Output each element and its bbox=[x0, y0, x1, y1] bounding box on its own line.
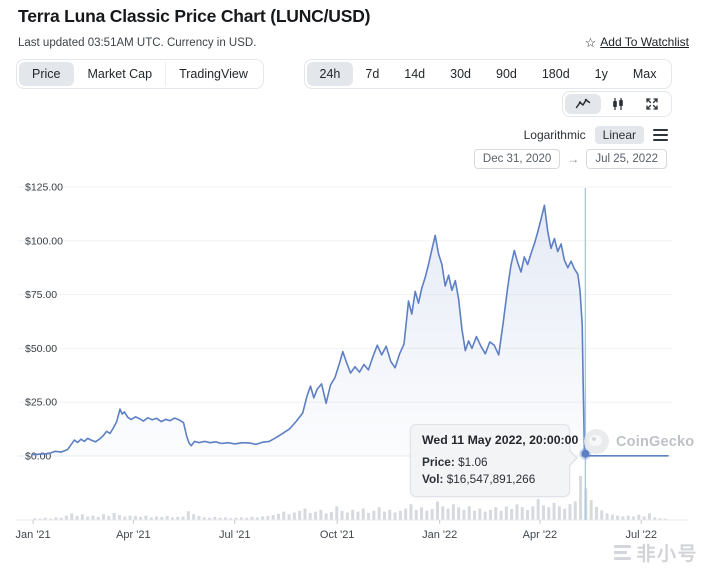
x-tick-label: Jan '22 bbox=[422, 529, 457, 541]
volume-bars bbox=[33, 476, 667, 520]
last-updated-text: Last updated 03:51AM UTC. Currency in US… bbox=[18, 37, 257, 49]
menu-icon[interactable] bbox=[653, 127, 668, 144]
date-range-row: Dec 31, 2020 → Jul 25, 2022 bbox=[473, 149, 667, 169]
site-logo-icon bbox=[614, 544, 632, 561]
range-14d[interactable]: 14d bbox=[404, 67, 426, 81]
range-7d[interactable]: 7d bbox=[365, 67, 380, 81]
star-icon: ☆ bbox=[584, 34, 597, 50]
date-to-input[interactable]: Jul 25, 2022 bbox=[586, 149, 667, 169]
x-tick-label: Jan '21 bbox=[16, 529, 51, 541]
range-180d[interactable]: 180d bbox=[541, 67, 570, 81]
add-to-watchlist-button[interactable]: ☆ Add To Watchlist bbox=[585, 35, 689, 49]
y-tick-label: $75.00 bbox=[25, 289, 57, 301]
coingecko-watermark-text: CoinGecko bbox=[616, 433, 695, 450]
candlestick-button[interactable] bbox=[601, 94, 635, 114]
chart-tooltip: Wed 11 May 2022, 20:00:00 Price: $1.06 V… bbox=[410, 424, 579, 498]
date-from-input[interactable]: Dec 31, 2020 bbox=[473, 149, 561, 169]
range-24h[interactable]: 24h bbox=[307, 62, 353, 86]
line-chart-button[interactable] bbox=[565, 94, 601, 114]
y-tick-label: $125.00 bbox=[25, 182, 63, 194]
y-tick-label: $25.00 bbox=[25, 397, 57, 409]
fullscreen-icon bbox=[646, 98, 658, 110]
y-axis-labels: $0.00 $25.00 $50.00 $75.00 $100.00 $125.00 bbox=[25, 182, 63, 463]
range-max[interactable]: Max bbox=[632, 67, 657, 81]
line-chart-icon bbox=[575, 98, 591, 109]
x-tick-label: Oct '21 bbox=[320, 529, 355, 541]
coingecko-watermark: CoinGecko bbox=[584, 429, 694, 454]
price-area-fill bbox=[32, 205, 668, 456]
x-axis-labels: Jan '21 Apr '21 Jul '21 Oct '21 Jan '22 Apr '… bbox=[16, 520, 657, 541]
tooltip-price: Price: $1.06 bbox=[422, 455, 488, 469]
tab-tradingview[interactable]: TradingView bbox=[179, 67, 248, 81]
candlestick-icon bbox=[613, 98, 623, 110]
metric-tab-group: Price Market Cap TradingView bbox=[16, 59, 264, 89]
page-title: Terra Luna Classic Price Chart (LUNC/USD… bbox=[18, 6, 371, 26]
range-30d[interactable]: 30d bbox=[450, 67, 471, 81]
logarithmic-toggle[interactable]: Logarithmic bbox=[523, 128, 586, 142]
price-line bbox=[31, 204, 669, 457]
x-tick-label: Apr '21 bbox=[116, 529, 151, 541]
watchlist-label: Add To Watchlist bbox=[600, 35, 689, 49]
fullscreen-button[interactable] bbox=[635, 94, 669, 114]
tab-price[interactable]: Price bbox=[19, 62, 75, 86]
arrow-right-icon: → bbox=[567, 152, 580, 166]
range-90d[interactable]: 90d bbox=[496, 67, 517, 81]
time-range-group: 24h 7d 14d 30d 90d 180d 1y Max bbox=[304, 59, 672, 89]
x-tick-label: Jul '22 bbox=[626, 529, 657, 541]
y-tick-label: $50.00 bbox=[25, 343, 57, 355]
x-tick-label: Apr '22 bbox=[523, 529, 558, 541]
site-watermark-text: 非小号 bbox=[636, 544, 698, 565]
site-watermark: 非小号 bbox=[614, 539, 698, 566]
hovered-data-point[interactable] bbox=[579, 447, 592, 460]
range-1y[interactable]: 1y bbox=[594, 67, 608, 81]
y-tick-label: $100.00 bbox=[25, 235, 63, 247]
coingecko-logo-icon bbox=[584, 429, 609, 454]
chart-type-group bbox=[562, 91, 672, 117]
linear-toggle[interactable]: Linear bbox=[594, 126, 644, 144]
scale-toggle-row: Logarithmic Linear bbox=[524, 126, 668, 144]
y-tick-label: $0.00 bbox=[25, 451, 51, 463]
x-tick-label: Jul '21 bbox=[219, 529, 250, 541]
tooltip-datetime: Wed 11 May 2022, 20:00:00 bbox=[422, 433, 579, 447]
tooltip-volume: Vol: $16,547,891,266 bbox=[422, 471, 536, 486]
tab-market-cap[interactable]: Market Cap bbox=[74, 62, 167, 86]
